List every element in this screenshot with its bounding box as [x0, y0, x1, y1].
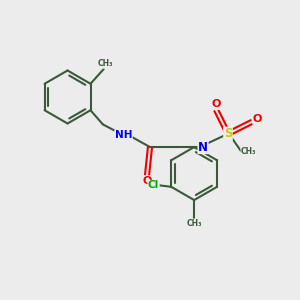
Text: N: N	[198, 141, 208, 154]
Text: CH₃: CH₃	[186, 219, 202, 228]
Text: CH₃: CH₃	[241, 147, 256, 156]
Text: Cl: Cl	[148, 180, 159, 190]
Text: O: O	[253, 114, 262, 124]
Text: NH: NH	[115, 130, 132, 140]
Text: CH₃: CH₃	[98, 59, 113, 68]
Text: O: O	[212, 99, 221, 110]
Text: S: S	[224, 127, 232, 140]
Text: O: O	[142, 176, 152, 186]
